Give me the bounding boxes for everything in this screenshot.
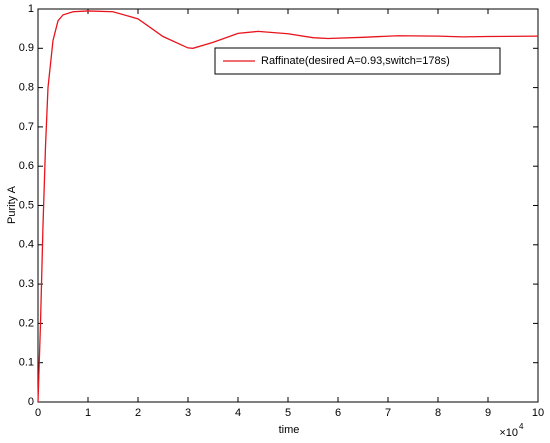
- y-axis-label: Purity A: [6, 185, 18, 224]
- y-tick-label: 0.1: [19, 357, 34, 369]
- x-scale-label: ×10: [499, 427, 518, 439]
- y-tick-label: 0.2: [19, 317, 34, 329]
- x-tick-label: 8: [435, 407, 441, 419]
- x-tick-label: 6: [335, 407, 341, 419]
- data-line: [37, 10, 539, 403]
- y-tick-label: 0.8: [19, 82, 34, 94]
- x-tick-label: 3: [185, 407, 191, 419]
- y-tick-label: 0.6: [19, 160, 34, 172]
- x-scale-exponent: 4: [519, 422, 524, 431]
- y-tick-label: 0.3: [19, 278, 34, 290]
- x-tick-label: 4: [235, 407, 241, 419]
- x-tick-label: 1: [85, 407, 91, 419]
- x-tick-label: 9: [485, 407, 491, 419]
- x-tick-label: 10: [532, 407, 544, 419]
- x-tick-label: 5: [285, 407, 291, 419]
- y-tick-label: 0.9: [19, 42, 34, 54]
- y-tick-label: 0: [28, 396, 34, 408]
- y-tick-label: 0.4: [19, 239, 34, 251]
- x-tick-label: 7: [385, 407, 391, 419]
- legend-box: [214, 47, 501, 75]
- legend-label: Raffinate(desired A=0.93,switch=178s): [261, 55, 450, 67]
- x-tick-label: 2: [135, 407, 141, 419]
- x-tick-label: 0: [35, 407, 41, 419]
- y-tick-label: 0.7: [19, 121, 34, 133]
- x-axis-label: time: [279, 424, 300, 436]
- y-tick-label: 0.5: [19, 199, 34, 211]
- y-tick-label: 1: [28, 3, 34, 15]
